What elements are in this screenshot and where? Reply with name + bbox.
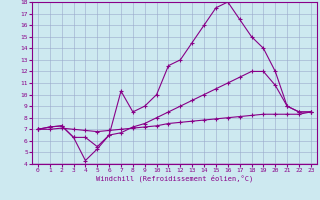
X-axis label: Windchill (Refroidissement éolien,°C): Windchill (Refroidissement éolien,°C) [96,175,253,182]
